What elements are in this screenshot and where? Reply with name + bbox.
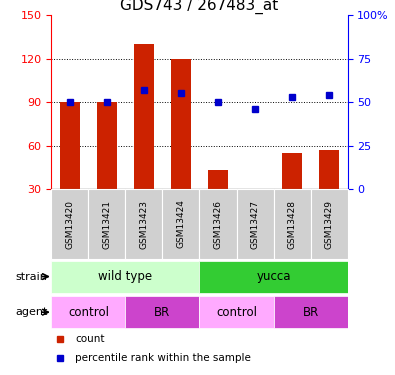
Text: GSM13429: GSM13429 xyxy=(325,200,334,249)
Bar xyxy=(310,189,348,259)
Text: yucca: yucca xyxy=(256,270,291,283)
Text: agent: agent xyxy=(15,307,47,317)
Text: percentile rank within the sample: percentile rank within the sample xyxy=(75,353,251,363)
Bar xyxy=(134,44,154,189)
Text: BR: BR xyxy=(303,306,319,319)
Bar xyxy=(319,150,339,189)
Text: count: count xyxy=(75,334,105,344)
Bar xyxy=(51,261,199,292)
Bar xyxy=(274,189,310,259)
Text: GSM13426: GSM13426 xyxy=(213,200,222,249)
Bar xyxy=(51,189,88,259)
Bar xyxy=(97,102,117,189)
Text: GSM13423: GSM13423 xyxy=(139,200,149,249)
Text: GSM13424: GSM13424 xyxy=(177,200,186,249)
Text: GSM13427: GSM13427 xyxy=(250,200,260,249)
Bar xyxy=(126,296,199,328)
Bar xyxy=(199,296,274,328)
Bar xyxy=(88,189,126,259)
Bar xyxy=(60,102,80,189)
Text: control: control xyxy=(216,306,257,319)
Bar xyxy=(171,58,191,189)
Text: GSM13420: GSM13420 xyxy=(65,200,74,249)
Bar xyxy=(199,189,237,259)
Bar xyxy=(162,189,199,259)
Bar xyxy=(208,171,228,189)
Bar xyxy=(126,189,162,259)
Text: BR: BR xyxy=(154,306,171,319)
Text: GSM13421: GSM13421 xyxy=(102,200,111,249)
Title: GDS743 / 267483_at: GDS743 / 267483_at xyxy=(120,0,278,13)
Bar xyxy=(245,189,265,192)
Bar xyxy=(237,189,274,259)
Bar xyxy=(274,296,348,328)
Bar xyxy=(51,296,126,328)
Text: GSM13428: GSM13428 xyxy=(288,200,297,249)
Bar xyxy=(282,153,302,189)
Text: wild type: wild type xyxy=(98,270,152,283)
Bar xyxy=(199,261,348,292)
Text: strain: strain xyxy=(15,272,47,282)
Text: control: control xyxy=(68,306,109,319)
